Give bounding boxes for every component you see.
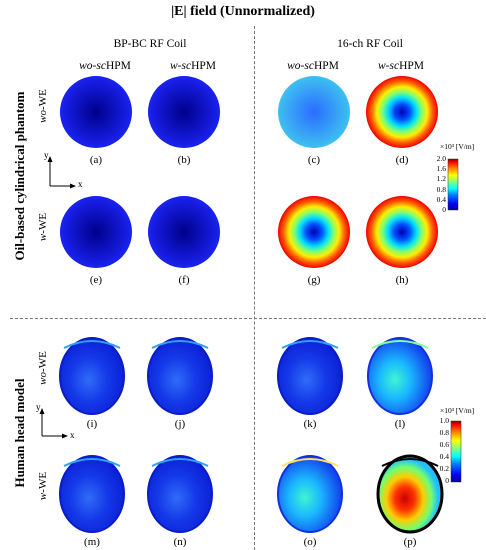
- colorbar-top-tick: 0.8: [436, 185, 446, 194]
- colorbar-top-unit: ×10³ [V/m]: [440, 142, 475, 151]
- caption-h: (h): [395, 274, 409, 286]
- caption-j: (j): [174, 418, 186, 430]
- colorbar-bottom-tick: 0.4: [439, 452, 449, 461]
- phantom-panels: [47, 76, 459, 268]
- panel-e-field-map: [60, 196, 132, 268]
- colorbar-bottom-tick: 1.0: [439, 416, 449, 425]
- panel-a-field-map: [60, 76, 132, 148]
- colorbar-top-bar: [447, 158, 459, 211]
- figure-title: |E| field (Unnormalized): [171, 4, 315, 19]
- colorbar-bottom-bar: [450, 420, 462, 483]
- axis-indicator-top: [47, 156, 76, 189]
- panel-k-field-map: [277, 337, 343, 415]
- panel-m-field-map: [59, 455, 125, 533]
- panel-o-field-map: [277, 455, 343, 533]
- axis-x-label-top: x: [78, 179, 83, 189]
- subheader-w-schpm-2: w-scHPM: [377, 60, 425, 72]
- panel-h-field-map: [366, 196, 438, 268]
- panel-d-field-map: [366, 76, 438, 148]
- caption-a: (a): [89, 154, 103, 166]
- axis-indicator-bottom: [39, 408, 68, 439]
- colorbar-bottom-tick: 0.8: [439, 428, 449, 437]
- caption-k: (k): [303, 418, 317, 430]
- caption-b: (b): [177, 154, 191, 166]
- head-panels: [39, 337, 462, 534]
- colorbar-bottom-unit: ×10³ [V/m]: [440, 406, 475, 415]
- caption-o: (o): [303, 536, 317, 548]
- colorbar-bottom-tick: 0: [445, 476, 449, 485]
- caption-l: (l): [394, 418, 406, 430]
- panel-b-field-map: [148, 76, 220, 148]
- panel-i-field-map: [59, 337, 125, 415]
- col-header-16ch: 16-ch RF Coil: [337, 38, 403, 50]
- colorbar-top-tick: 2.0: [436, 154, 446, 163]
- colorbar-top-tick: 0.4: [436, 195, 446, 204]
- colorbar-bottom-tick: 0.6: [439, 440, 449, 449]
- subheader-wo-schpm-1: wo-scHPM: [79, 60, 131, 72]
- horizontal-divider: [10, 318, 486, 319]
- subheader-wo-schpm-2: wo-scHPM: [287, 60, 339, 72]
- caption-f: (f): [178, 274, 190, 286]
- caption-d: (d): [395, 154, 409, 166]
- colorbar-top-tick: 0: [442, 205, 446, 214]
- panel-n-field-map: [147, 455, 213, 533]
- axis-y-label-top: y: [44, 150, 49, 160]
- panel-c-field-map: [278, 76, 350, 148]
- panel-j-field-map: [147, 337, 213, 415]
- vertical-divider: [254, 26, 255, 550]
- axis-y-label-bottom: y: [36, 402, 41, 412]
- caption-e: (e): [89, 274, 103, 286]
- panel-g-field-map: [278, 196, 350, 268]
- caption-p: (p): [403, 536, 417, 548]
- colorbar-top-tick: 1.6: [436, 164, 446, 173]
- axis-x-label-bottom: x: [70, 430, 75, 440]
- caption-c: (c): [307, 154, 321, 166]
- panel-p-field-map: [376, 454, 444, 534]
- colorbar-bottom-tick: 0.2: [439, 464, 449, 473]
- colorbar-top-tick: 1.2: [436, 174, 446, 183]
- col-header-bpbc: BP-BC RF Coil: [113, 38, 187, 50]
- caption-n: (n): [173, 536, 187, 548]
- caption-m: (m): [84, 536, 100, 548]
- subheader-w-schpm-1: w-scHPM: [169, 60, 217, 72]
- caption-i: (i): [86, 418, 98, 430]
- panel-l-field-map: [367, 337, 433, 415]
- caption-g: (g): [307, 274, 321, 286]
- panel-f-field-map: [148, 196, 220, 268]
